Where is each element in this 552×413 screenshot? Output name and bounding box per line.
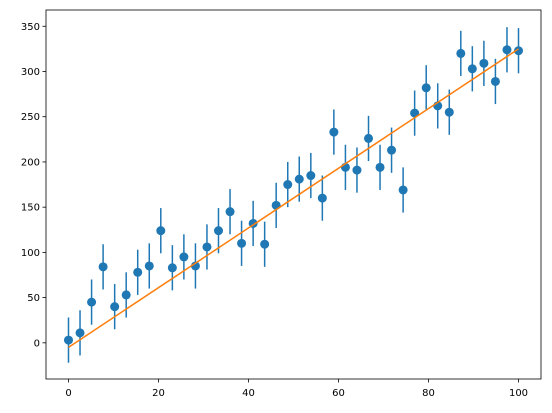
x-tick-label: 80: [422, 388, 435, 399]
point: [202, 242, 212, 252]
point: [190, 261, 200, 271]
point: [467, 64, 477, 74]
y-tick-label: 150: [21, 203, 40, 214]
point: [225, 207, 235, 217]
point: [271, 200, 281, 210]
point: [387, 145, 397, 155]
point: [213, 226, 223, 236]
x-tick-label: 40: [242, 388, 255, 399]
point: [375, 162, 385, 172]
point: [121, 290, 131, 300]
point: [133, 267, 143, 277]
point: [317, 193, 327, 203]
point: [260, 239, 270, 249]
point: [237, 238, 247, 248]
point: [421, 83, 431, 93]
point: [410, 108, 420, 118]
y-tick-label: 250: [21, 112, 40, 123]
point: [329, 127, 339, 137]
point: [364, 133, 374, 143]
y-tick-label: 300: [21, 67, 40, 78]
y-tick-label: 50: [27, 293, 40, 304]
point: [64, 335, 73, 345]
point: [490, 76, 500, 86]
point: [110, 302, 120, 312]
y-tick-label: 200: [21, 157, 40, 168]
point: [352, 165, 362, 175]
point: [306, 171, 316, 181]
point: [87, 297, 97, 307]
point: [283, 180, 293, 190]
point: [98, 262, 108, 272]
y-tick-label: 350: [21, 22, 40, 33]
point: [444, 107, 454, 117]
point: [456, 48, 466, 58]
point: [167, 263, 177, 273]
x-tick-label: 100: [509, 388, 528, 399]
point: [144, 261, 154, 271]
plot-frame: [45, 9, 542, 380]
y-tick-label: 100: [21, 248, 40, 259]
point: [179, 252, 189, 262]
x-tick-label: 0: [65, 388, 71, 399]
y-tick-label: 0: [34, 338, 40, 349]
point: [156, 226, 166, 236]
point: [398, 185, 408, 195]
point: [479, 58, 489, 68]
point: [514, 46, 523, 56]
x-tick-label: 60: [332, 388, 345, 399]
fit-line: [68, 48, 519, 348]
point: [502, 45, 512, 55]
point: [294, 174, 304, 184]
x-tick-label: 20: [152, 388, 165, 399]
point: [75, 328, 85, 338]
